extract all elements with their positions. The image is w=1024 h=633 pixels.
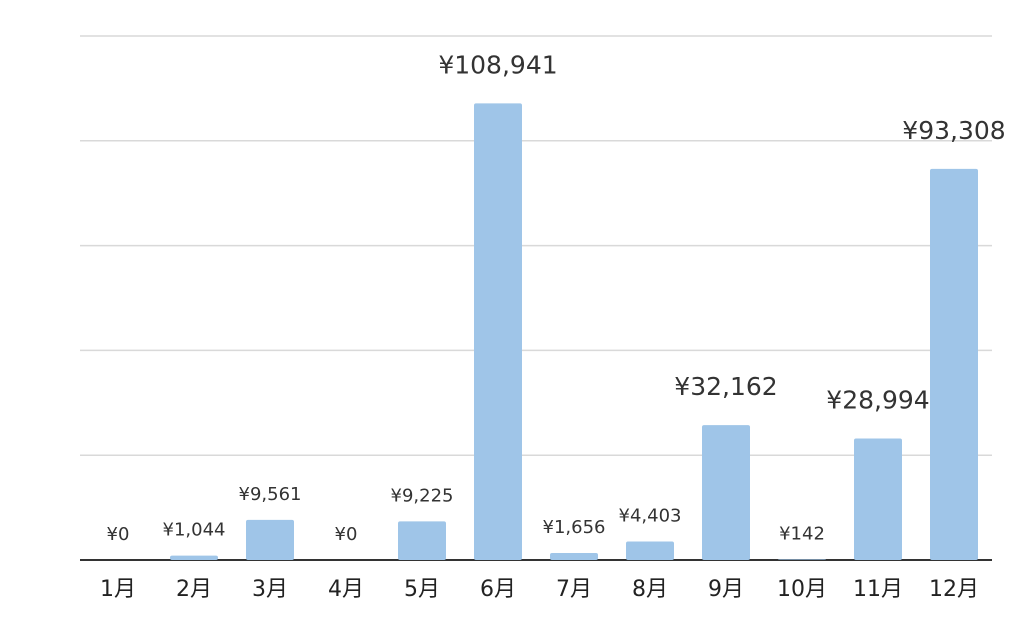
x-tick-label-1: 1月	[100, 577, 136, 602]
bar-10	[778, 559, 826, 560]
value-label-2: ¥1,044	[163, 520, 226, 541]
x-tick-label-2: 2月	[176, 577, 212, 602]
value-labels: ¥0 ¥1,044 ¥9,561 ¥0 ¥9,225 ¥108,941 ¥1,656 ¥4,4…	[107, 50, 1006, 545]
bar-8	[626, 541, 674, 560]
x-tick-label-9: 9月	[708, 577, 744, 602]
value-label-12: ¥93,308	[902, 116, 1005, 145]
x-tick-label-5: 5月	[404, 577, 440, 602]
bar-12	[930, 168, 978, 561]
x-tick-label-8: 8月	[632, 577, 668, 602]
value-label-7: ¥1,656	[543, 517, 606, 538]
x-tick-label-12: 12月	[929, 577, 979, 602]
x-tick-label-7: 7月	[556, 577, 592, 602]
value-label-1: ¥0	[107, 524, 130, 545]
value-label-6: ¥108,941	[438, 50, 557, 79]
value-label-9: ¥32,162	[674, 372, 777, 401]
value-label-3: ¥9,561	[239, 484, 302, 505]
value-label-11: ¥28,994	[826, 385, 929, 414]
x-axis-tick-labels: 1月 2月 3月 4月 5月 6月 7月 8月 9月 10月 11月 12月	[100, 577, 979, 602]
gridlines	[80, 35, 992, 561]
value-label-8: ¥4,403	[619, 506, 682, 527]
x-tick-label-6: 6月	[480, 577, 516, 602]
value-label-5: ¥9,225	[391, 485, 454, 506]
x-tick-label-11: 11月	[853, 577, 903, 602]
bar-6	[474, 103, 522, 560]
bar-3	[246, 519, 294, 560]
value-label-10: ¥142	[779, 523, 825, 544]
bars	[170, 103, 978, 561]
x-tick-label-10: 10月	[777, 577, 827, 602]
bar-5	[398, 521, 446, 560]
bar-11	[854, 438, 902, 560]
bar-9	[702, 425, 750, 560]
x-tick-label-3: 3月	[252, 577, 288, 602]
x-tick-label-4: 4月	[328, 577, 364, 602]
value-label-4: ¥0	[335, 524, 358, 545]
bar-7	[550, 553, 598, 560]
bar-2	[170, 555, 218, 560]
